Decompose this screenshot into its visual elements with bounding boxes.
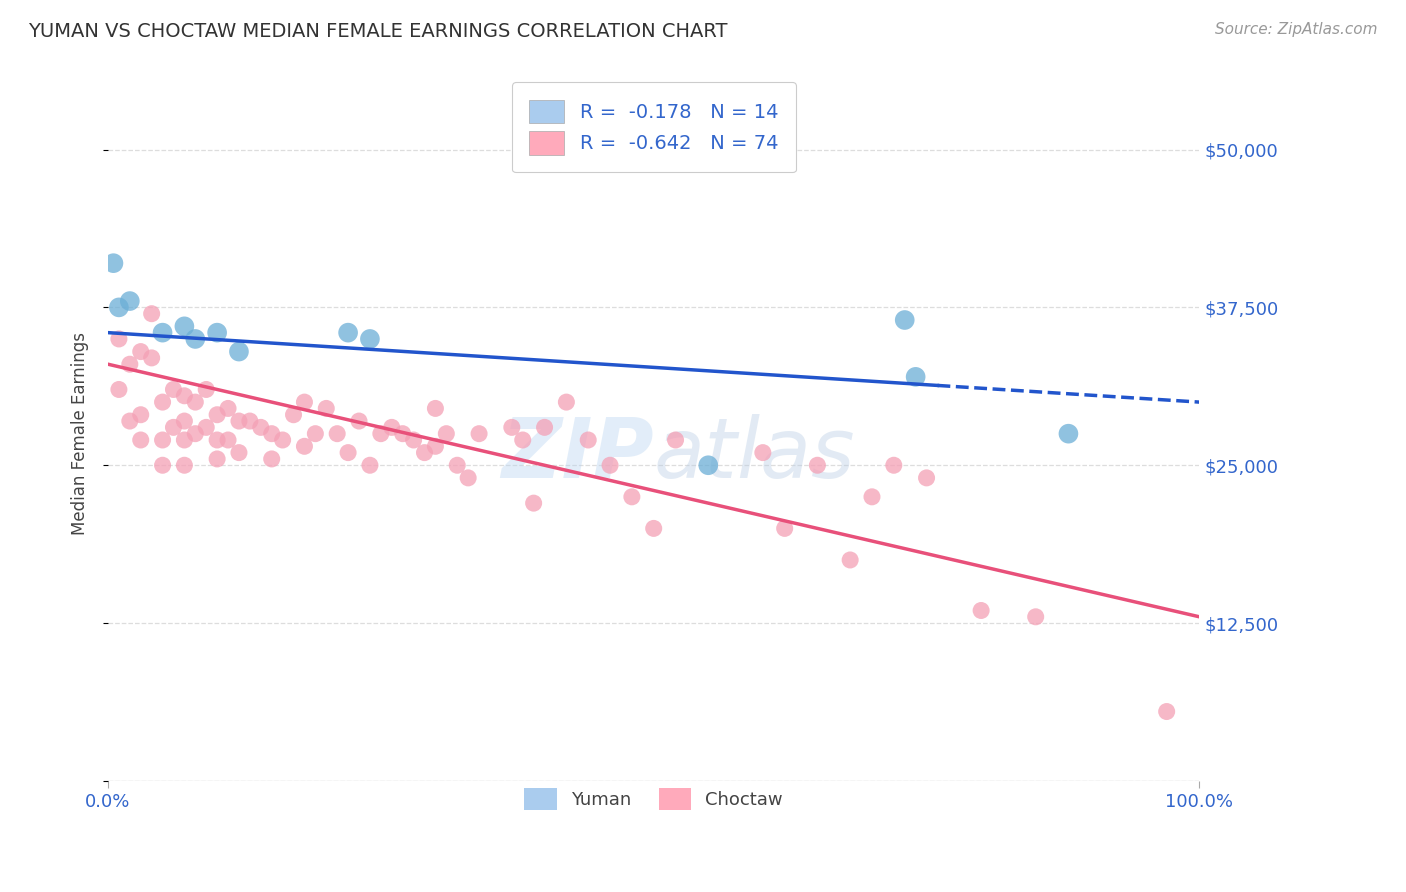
Point: [195, 383, 218, 397]
Point: [152, 326, 174, 340]
Point: [108, 383, 131, 397]
Point: [752, 445, 775, 459]
Point: [391, 426, 413, 441]
Point: [533, 420, 555, 434]
Text: Source: ZipAtlas.com: Source: ZipAtlas.com: [1215, 22, 1378, 37]
Point: [773, 521, 796, 535]
Point: [228, 445, 250, 459]
Point: [359, 458, 381, 473]
Point: [195, 420, 218, 434]
Point: [304, 426, 326, 441]
Point: [173, 433, 195, 447]
Point: [860, 490, 883, 504]
Point: [173, 458, 195, 473]
Point: [664, 433, 686, 447]
Point: [162, 420, 184, 434]
Point: [162, 383, 184, 397]
Point: [260, 426, 283, 441]
Point: [413, 445, 436, 459]
Text: ZIP: ZIP: [501, 414, 654, 495]
Point: [205, 326, 228, 340]
Point: [173, 389, 195, 403]
Point: [103, 256, 125, 270]
Point: [381, 420, 404, 434]
Point: [315, 401, 337, 416]
Point: [184, 395, 207, 409]
Point: [523, 496, 546, 510]
Point: [326, 426, 349, 441]
Point: [337, 445, 360, 459]
Point: [620, 490, 643, 504]
Point: [239, 414, 262, 428]
Point: [129, 408, 152, 422]
Point: [915, 471, 938, 485]
Point: [294, 439, 316, 453]
Point: [283, 408, 305, 422]
Point: [1025, 609, 1047, 624]
Point: [806, 458, 828, 473]
Point: [152, 458, 174, 473]
Point: [228, 414, 250, 428]
Point: [457, 471, 479, 485]
Point: [347, 414, 370, 428]
Point: [883, 458, 905, 473]
Point: [108, 301, 131, 315]
Point: [217, 433, 239, 447]
Text: YUMAN VS CHOCTAW MEDIAN FEMALE EARNINGS CORRELATION CHART: YUMAN VS CHOCTAW MEDIAN FEMALE EARNINGS …: [28, 22, 728, 41]
Point: [904, 369, 927, 384]
Point: [249, 420, 271, 434]
Point: [141, 307, 163, 321]
Point: [370, 426, 392, 441]
Point: [1057, 426, 1080, 441]
Point: [173, 319, 195, 334]
Point: [141, 351, 163, 365]
Point: [359, 332, 381, 346]
Point: [205, 433, 228, 447]
Point: [184, 332, 207, 346]
Point: [402, 433, 425, 447]
Point: [446, 458, 468, 473]
Point: [425, 439, 447, 453]
Point: [294, 395, 316, 409]
Point: [576, 433, 599, 447]
Point: [512, 433, 534, 447]
Point: [839, 553, 862, 567]
Point: [893, 313, 915, 327]
Point: [108, 332, 131, 346]
Point: [697, 458, 720, 473]
Point: [1156, 705, 1178, 719]
Point: [599, 458, 621, 473]
Point: [118, 294, 141, 309]
Point: [228, 344, 250, 359]
Point: [271, 433, 294, 447]
Point: [118, 414, 141, 428]
Point: [643, 521, 665, 535]
Point: [337, 326, 360, 340]
Point: [129, 433, 152, 447]
Point: [152, 433, 174, 447]
Point: [152, 395, 174, 409]
Point: [184, 426, 207, 441]
Point: [260, 452, 283, 467]
Point: [129, 344, 152, 359]
Point: [173, 414, 195, 428]
Point: [434, 426, 457, 441]
Point: [217, 401, 239, 416]
Text: atlas: atlas: [654, 414, 855, 495]
Legend: Yuman, Choctaw: Yuman, Choctaw: [510, 773, 797, 824]
Point: [425, 401, 447, 416]
Point: [970, 603, 993, 617]
Point: [555, 395, 578, 409]
Point: [468, 426, 491, 441]
Point: [118, 357, 141, 371]
Point: [205, 408, 228, 422]
Point: [501, 420, 523, 434]
Y-axis label: Median Female Earnings: Median Female Earnings: [72, 332, 89, 535]
Point: [205, 452, 228, 467]
